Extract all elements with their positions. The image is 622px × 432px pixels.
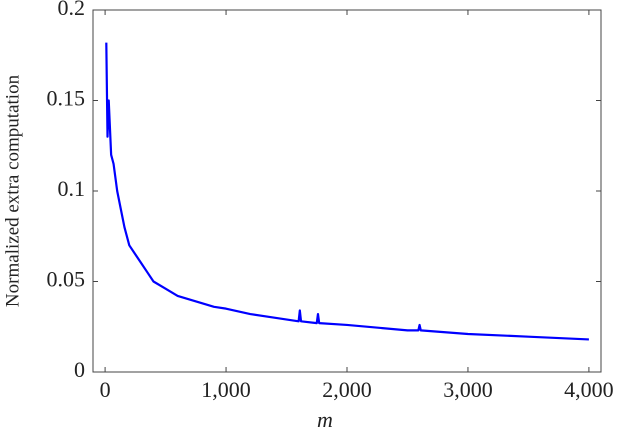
data-line (105, 42, 589, 341)
plot-frame (92, 9, 602, 373)
y-tick-label: 0.1 (58, 176, 86, 201)
x-tick-label: 3,000 (443, 377, 493, 402)
x-axis-label: m (317, 407, 333, 432)
x-tick-label: 0 (100, 377, 111, 402)
x-tick-label: 2,000 (322, 377, 372, 402)
y-tick-label: 0.05 (47, 267, 86, 292)
y-tick-label: 0.2 (58, 0, 86, 20)
y-axis-label: Normalized extra computation (2, 74, 23, 307)
y-tick-label: 0 (74, 357, 85, 382)
x-tick-label: 1,000 (201, 377, 251, 402)
y-tick-label: 0.15 (47, 86, 86, 111)
x-tick-label: 4,000 (564, 377, 614, 402)
